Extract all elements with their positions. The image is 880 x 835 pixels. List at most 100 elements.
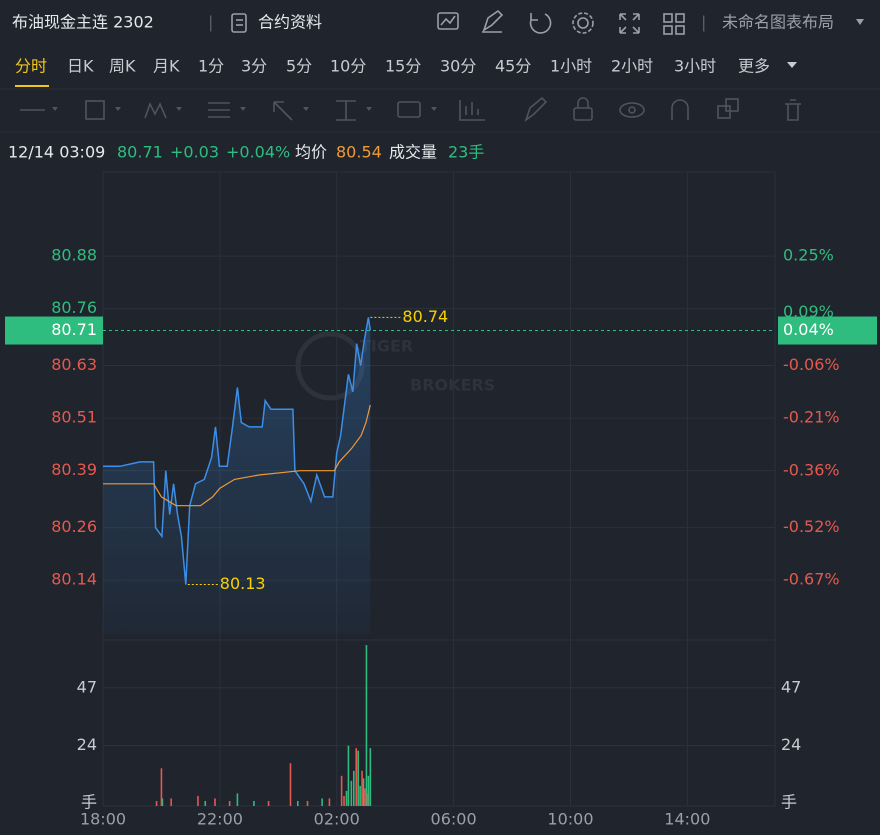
volume-bar bbox=[364, 788, 366, 806]
volume-bar bbox=[365, 645, 368, 806]
volume-bar bbox=[214, 798, 216, 806]
tab[interactable]: 10分 bbox=[330, 57, 366, 76]
avg-line bbox=[103, 404, 371, 507]
y-tick-label: 80.51 bbox=[51, 408, 97, 427]
chart: TIGER BROKERS 18:00 22:00 02:00 06:00 10:00 1… bbox=[5, 171, 877, 829]
volume-bar bbox=[321, 798, 323, 806]
volume-bar bbox=[289, 763, 292, 806]
tab[interactable]: 1小时 bbox=[550, 57, 592, 76]
volume-bar bbox=[161, 798, 164, 806]
volume-tick-label: 47 bbox=[781, 677, 801, 696]
volume-bar bbox=[328, 798, 331, 806]
watermark: TIGER bbox=[360, 337, 413, 356]
watermark: BROKERS bbox=[410, 376, 495, 395]
y2-tick-label: 0.25% bbox=[783, 246, 834, 265]
x-tick-label: 06:00 bbox=[431, 810, 477, 829]
tab[interactable]: 日K bbox=[67, 57, 94, 76]
volume-bar bbox=[204, 800, 207, 806]
layout-name[interactable]: 未命名图表布局 bbox=[722, 13, 834, 32]
y2-tick-label: -0.36% bbox=[783, 460, 840, 479]
y2-tick-label: -0.21% bbox=[783, 408, 840, 427]
title: 布油现金主连 2302 bbox=[12, 13, 154, 32]
y2-tick-label: -0.67% bbox=[783, 570, 840, 589]
tab[interactable]: 2小时 bbox=[611, 57, 653, 76]
volume-bar bbox=[361, 770, 363, 806]
y2-tick-label: -0.52% bbox=[783, 517, 840, 536]
volume-bar bbox=[253, 800, 255, 806]
tab[interactable]: 3分 bbox=[241, 57, 267, 76]
volume-bar bbox=[197, 795, 199, 806]
tab[interactable]: 5分 bbox=[286, 57, 312, 76]
volume-bar bbox=[357, 750, 359, 806]
volume-bar bbox=[345, 790, 348, 806]
tab[interactable]: 45分 bbox=[495, 57, 531, 76]
y-tick-label: 80.76 bbox=[51, 298, 97, 317]
volume-tick-label: 手 bbox=[81, 793, 97, 812]
volume-bar bbox=[340, 775, 343, 806]
volume-tick-label: 47 bbox=[77, 677, 97, 696]
info-datetime: 12/14 03:09 bbox=[8, 143, 105, 162]
x-tick-label: 02:00 bbox=[314, 810, 360, 829]
header-icons[interactable] bbox=[437, 9, 685, 35]
volume-tick-label: 24 bbox=[77, 735, 97, 754]
tab[interactable]: 30分 bbox=[440, 57, 476, 76]
doc-icon[interactable] bbox=[231, 13, 247, 33]
volume-bar bbox=[343, 795, 345, 806]
price-line bbox=[103, 317, 372, 585]
info-volume: 23手 bbox=[448, 143, 484, 162]
volume-tick-label: 24 bbox=[781, 735, 801, 754]
x-tick-label: 18:00 bbox=[80, 810, 126, 829]
separator: | bbox=[208, 13, 213, 32]
y-tick-label: 80.39 bbox=[51, 460, 97, 479]
volume-bar bbox=[296, 800, 299, 806]
volume-tick-label: 手 bbox=[781, 793, 797, 812]
price-area bbox=[103, 317, 371, 634]
info-change: +0.03 bbox=[170, 143, 219, 162]
tab[interactable]: 3小时 bbox=[674, 57, 716, 76]
tab-arrow[interactable] bbox=[787, 62, 797, 68]
x-tick-label: 22:00 bbox=[197, 810, 243, 829]
tabs: 分时 日K 周K 月K 1分 3分 5分 10分 15分 30分 45分 1小时 2小时 3小时 更多 bbox=[15, 57, 797, 87]
volume-bar bbox=[355, 748, 358, 806]
tab[interactable]: 分时 bbox=[15, 57, 47, 76]
volume-bar bbox=[362, 778, 365, 806]
y-tick-label: 80.26 bbox=[51, 517, 97, 536]
info-avg-price: 80.54 bbox=[336, 143, 382, 162]
volume-bar bbox=[347, 745, 350, 806]
volume-bar bbox=[228, 800, 231, 806]
volume-bar bbox=[367, 775, 370, 806]
drawing-toolbar bbox=[20, 96, 801, 123]
x-tick-label: 14:00 bbox=[664, 810, 710, 829]
last-price-label: 80.71 bbox=[51, 320, 97, 339]
volume-bar bbox=[366, 793, 369, 806]
dropdown-arrow[interactable] bbox=[856, 19, 864, 25]
tab[interactable]: 更多 bbox=[738, 57, 770, 76]
volume-bar bbox=[267, 800, 270, 806]
x-tick-label: 10:00 bbox=[547, 810, 593, 829]
contract-info[interactable]: 合约资料 bbox=[258, 13, 322, 32]
tab[interactable]: 周K bbox=[109, 57, 136, 76]
annotation: 80.74 bbox=[402, 307, 448, 326]
volume-bar bbox=[236, 793, 239, 806]
volume-bar bbox=[155, 800, 158, 806]
volume-bar bbox=[350, 780, 353, 806]
y-tick-label: 80.14 bbox=[51, 570, 97, 589]
volume-bar bbox=[359, 785, 361, 806]
volume-bar bbox=[369, 748, 372, 806]
volume-bar bbox=[170, 798, 172, 806]
tab[interactable]: 1分 bbox=[198, 57, 224, 76]
info-avg-label: 均价 bbox=[295, 143, 327, 162]
volume-bar bbox=[306, 800, 309, 806]
volume-bar bbox=[160, 768, 163, 806]
last-price-tag bbox=[5, 316, 103, 345]
last-change-tag bbox=[778, 316, 877, 345]
separator: | bbox=[701, 13, 706, 32]
last-change-label: 0.04% bbox=[783, 320, 834, 339]
annotation: 80.13 bbox=[220, 574, 266, 593]
tab[interactable]: 15分 bbox=[385, 57, 421, 76]
y2-tick-label: -0.06% bbox=[783, 355, 840, 374]
tab[interactable]: 月K bbox=[153, 57, 180, 76]
y-tick-label: 80.63 bbox=[51, 355, 97, 374]
